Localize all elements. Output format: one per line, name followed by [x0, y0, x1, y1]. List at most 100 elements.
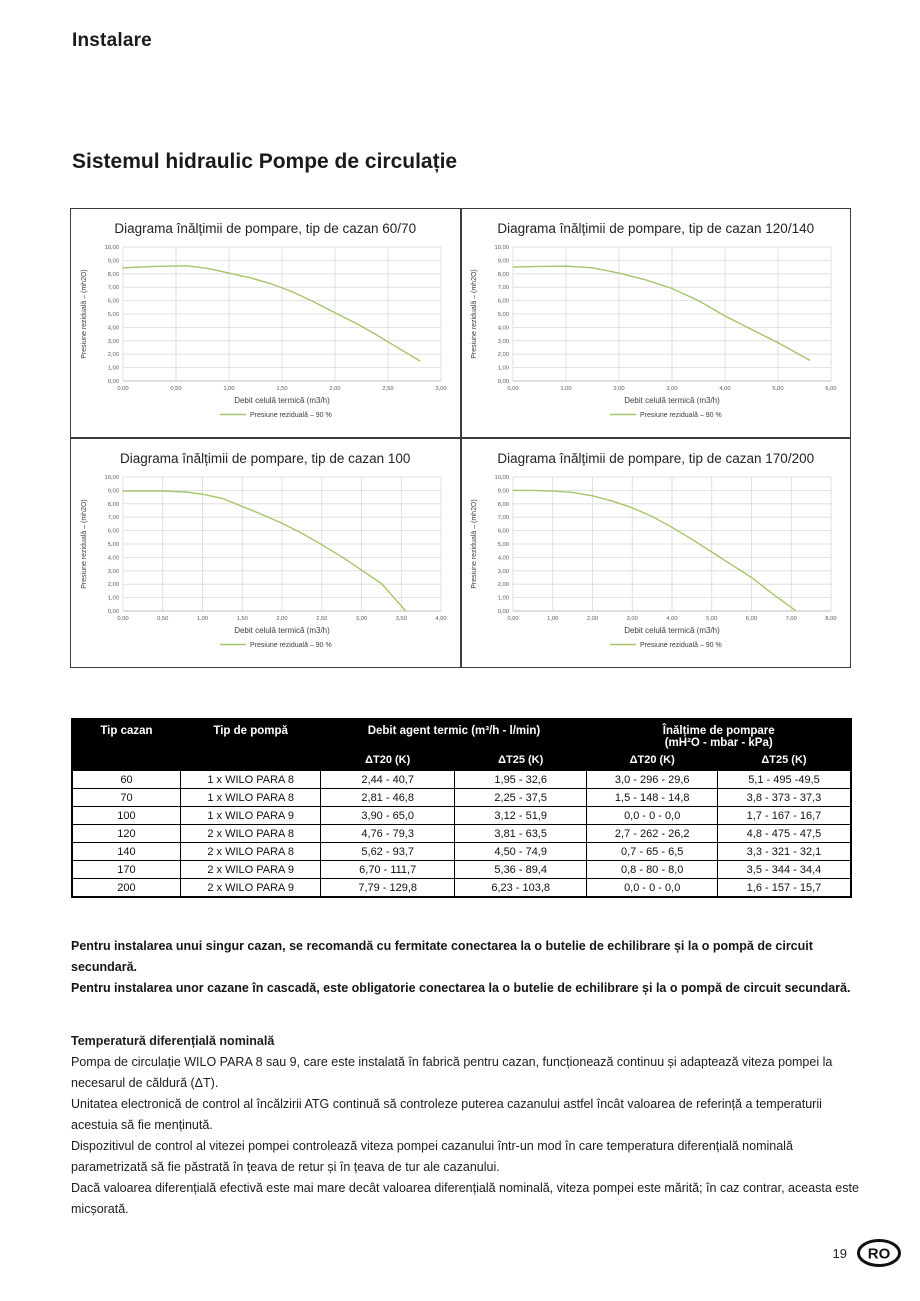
- body-paragraph: Dispozitivul de control al vitezei pompe…: [71, 1139, 793, 1174]
- pump-table-body: 60 1 x WILO PARA 8 2,44 - 40,7 1,95 - 32,6 3…: [71, 770, 852, 898]
- legend-label: Presiune reziduală – 90 %: [640, 642, 722, 649]
- table-cell: 5,62 - 93,7: [320, 842, 455, 861]
- table-cell: 70: [71, 788, 181, 807]
- svg-text:3,00: 3,00: [356, 616, 367, 622]
- table-cell: 0,8 - 80 - 8,0: [586, 860, 718, 879]
- table-cell: 2 x WILO PARA 9: [179, 878, 322, 898]
- table-cell: 3,8 - 373 - 37,3: [716, 788, 852, 807]
- page-footer: 19 RO: [833, 1238, 902, 1268]
- table-cell: 0,0 - 0 - 0,0: [586, 806, 718, 825]
- svg-text:2,50: 2,50: [316, 616, 327, 622]
- pump-head-chart-120-140: 0,00 1,00 2,00 3,00 4,00 5,00 6,00 7,00 8,00 9,00…: [471, 245, 837, 419]
- pump-head-chart-60-70: 0,00 1,00 2,00 3,00 4,00 5,00 6,00 7,00 8,00 9,00…: [81, 245, 447, 419]
- table-cell: 120: [71, 824, 181, 843]
- svg-text:8,00: 8,00: [498, 502, 509, 508]
- table-cell: 1,6 - 157 - 15,7: [716, 878, 852, 898]
- y-axis-label: Presiune reziduală – (mh2O): [471, 269, 478, 359]
- chart-legend: Presiune reziduală – 90 %: [610, 412, 722, 419]
- header-inaltime-group: Înălțime de pompare (mH²O - mbar - kPa): [586, 718, 852, 752]
- svg-text:5,00: 5,00: [107, 312, 118, 318]
- table-cell: 200: [71, 878, 181, 898]
- x-tick-labels: 0,00 0,50 1,00 1,50 2,00 2,50 3,00 3,50 4,00: [117, 616, 446, 622]
- table-cell: 2 x WILO PARA 8: [179, 824, 322, 843]
- svg-text:1,00: 1,00: [561, 386, 572, 392]
- svg-text:8,00: 8,00: [107, 272, 118, 278]
- ro-country-badge: RO: [857, 1239, 901, 1267]
- y-tick-labels: 0,00 1,00 2,00 3,00 4,00 5,00 6,00 7,00 8,00 9,00…: [495, 245, 510, 385]
- x-axis-label: Debit celulă termică (m3/h): [234, 626, 330, 635]
- svg-text:3,00: 3,00: [498, 339, 509, 345]
- y-axis-label: Presiune reziduală – (mh2O): [81, 269, 88, 359]
- svg-text:3,00: 3,00: [107, 569, 118, 575]
- svg-text:2,00: 2,00: [587, 616, 598, 622]
- svg-text:6,00: 6,00: [107, 529, 118, 535]
- header-inaltime-line1: Înălțime de pompare: [662, 725, 775, 737]
- svg-text:2,50: 2,50: [382, 386, 393, 392]
- svg-text:7,00: 7,00: [107, 285, 118, 291]
- gridlines: [512, 246, 832, 382]
- table-row: 100 1 x WILO PARA 9 3,90 - 65,0 3,12 - 51,9…: [71, 806, 852, 825]
- header-dt25-inaltime: ΔT25 (K): [716, 751, 852, 771]
- ro-badge-label: RO: [868, 1246, 891, 1263]
- svg-text:3,00: 3,00: [435, 386, 446, 392]
- note-paragraph: Pentru instalarea unui singur cazan, se …: [71, 939, 813, 974]
- table-row: 60 1 x WILO PARA 8 2,44 - 40,7 1,95 - 32,6 3…: [71, 770, 852, 789]
- svg-text:7,00: 7,00: [498, 285, 509, 291]
- svg-text:1,00: 1,00: [498, 596, 509, 602]
- table-cell: 3,5 - 344 - 34,4: [716, 860, 852, 879]
- x-tick-labels: 0,00 0,50 1,00 1,50 2,00 2,50 3,00: [117, 386, 446, 392]
- table-cell: 140: [71, 842, 181, 861]
- svg-text:0,00: 0,00: [508, 386, 519, 392]
- svg-text:4,00: 4,00: [107, 555, 118, 561]
- table-cell: 3,0 - 296 - 29,6: [586, 770, 718, 789]
- page-number: 19: [832, 1245, 847, 1261]
- svg-text:0,00: 0,00: [498, 609, 509, 615]
- svg-text:2,00: 2,00: [498, 582, 509, 588]
- svg-text:5,00: 5,00: [498, 542, 509, 548]
- header-dt20-debit: ΔT20 (K): [320, 751, 455, 771]
- table-cell: 2,25 - 37,5: [453, 788, 588, 807]
- svg-text:9,00: 9,00: [107, 488, 118, 494]
- table-cell: 3,90 - 65,0: [320, 806, 455, 825]
- svg-text:9,00: 9,00: [498, 488, 509, 494]
- pump-table-wrap: Tip cazan Tip de pompă Debit agent termi…: [71, 718, 852, 898]
- svg-text:10,00: 10,00: [495, 475, 510, 481]
- svg-text:4,00: 4,00: [498, 325, 509, 331]
- svg-text:4,00: 4,00: [435, 616, 446, 622]
- svg-text:1,00: 1,00: [498, 366, 509, 372]
- svg-text:0,00: 0,00: [508, 616, 519, 622]
- pump-charts-grid: Diagrama înălțimii de pompare, tip de ca…: [70, 208, 851, 668]
- table-cell: 1,7 - 167 - 16,7: [716, 806, 852, 825]
- svg-text:1,00: 1,00: [107, 366, 118, 372]
- svg-text:3,00: 3,00: [498, 569, 509, 575]
- x-axis-label: Debit celulă termică (m3/h): [624, 626, 720, 635]
- table-cell: 170: [71, 860, 181, 879]
- body-paragraph: Pompa de circulație WILO PARA 8 sau 9, c…: [71, 1055, 833, 1090]
- svg-text:4,00: 4,00: [498, 555, 509, 561]
- legend-label: Presiune reziduală – 90 %: [250, 642, 332, 649]
- body-paragraph: Dacă valoarea diferențială efectivă este…: [71, 1181, 859, 1216]
- svg-text:6,00: 6,00: [746, 616, 757, 622]
- y-tick-labels: 0,00 1,00 2,00 3,00 4,00 5,00 6,00 7,00 8,00 9,00…: [495, 475, 510, 615]
- differential-temperature-title: Temperatură diferențială nominală: [71, 1034, 275, 1048]
- svg-text:6,00: 6,00: [498, 529, 509, 535]
- table-cell: 100: [71, 806, 181, 825]
- table-cell: 0,7 - 65 - 6,5: [586, 842, 718, 861]
- pump-head-chart-170-200: 0,00 1,00 2,00 3,00 4,00 5,00 6,00 7,00 8,00 9,00…: [471, 475, 837, 649]
- svg-text:5,00: 5,00: [107, 542, 118, 548]
- legend-label: Presiune reziduală – 90 %: [640, 412, 722, 419]
- svg-text:8,00: 8,00: [498, 272, 509, 278]
- chart-box-60-70: Diagrama înălțimii de pompare, tip de ca…: [70, 208, 461, 438]
- svg-text:0,00: 0,00: [498, 379, 509, 385]
- gridlines: [122, 476, 442, 612]
- header-tip-pompa: Tip de pompă: [179, 718, 322, 771]
- svg-text:3,00: 3,00: [107, 339, 118, 345]
- svg-text:0,00: 0,00: [117, 616, 128, 622]
- gridlines: [512, 476, 832, 612]
- table-cell: 1 x WILO PARA 8: [179, 788, 322, 807]
- svg-text:7,00: 7,00: [107, 515, 118, 521]
- chart-title: Diagrama înălțimii de pompare, tip de ca…: [120, 451, 411, 466]
- legend-label: Presiune reziduală – 90 %: [250, 412, 332, 419]
- pressure-curve: [122, 490, 406, 612]
- table-cell: 7,79 - 129,8: [320, 878, 455, 898]
